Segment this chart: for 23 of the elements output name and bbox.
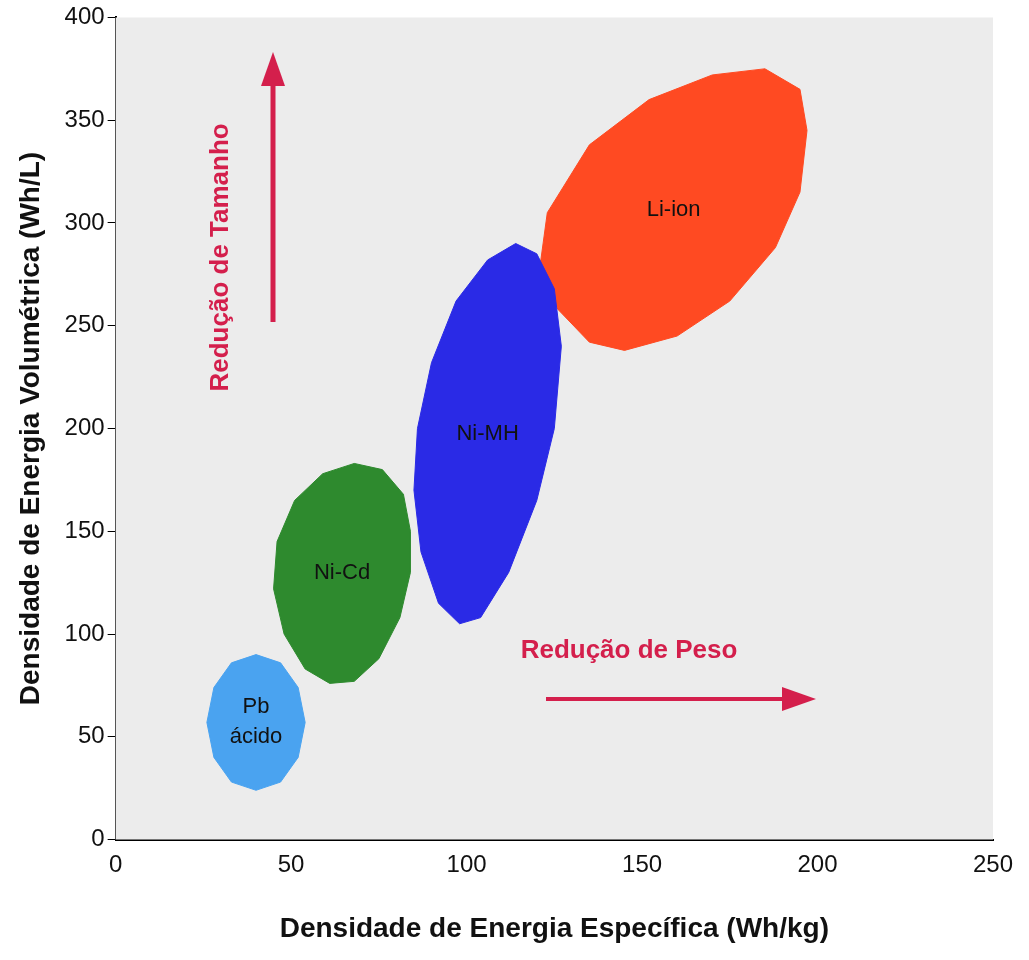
y-tick-label: 250	[64, 310, 105, 338]
y-tick-label: 400	[64, 2, 105, 30]
series-label: Ni-MH	[456, 419, 519, 445]
y-tick-label: 200	[64, 413, 105, 441]
y-axis-title: Densidade de Energia Volumétrica (Wh/L)	[13, 151, 45, 706]
series-label: Ni-Cd	[313, 559, 371, 585]
x-tick-label: 200	[797, 849, 838, 877]
y-tick-label: 100	[64, 618, 105, 646]
series-label: Pb ácido	[229, 693, 283, 749]
x-tick-label: 100	[446, 849, 487, 877]
x-tick-label: 0	[108, 849, 123, 877]
x-tick-label: 150	[622, 849, 663, 877]
x-tick-label: 250	[972, 849, 1014, 877]
y-tick-label: 0	[91, 824, 105, 852]
y-tick-label: 300	[64, 207, 105, 235]
y-tick-label: 150	[64, 515, 105, 543]
y-tick-label: 350	[64, 104, 105, 132]
x-axis-title: Densidade de Energia Específica (Wh/kg)	[279, 911, 829, 943]
y-tick-label: 50	[77, 721, 105, 749]
annotation: Redução de Peso	[520, 633, 738, 664]
x-tick-label: 50	[277, 849, 305, 877]
series-label: Li-ion	[646, 195, 701, 221]
annotation: Redução de Tamanho	[203, 123, 234, 392]
